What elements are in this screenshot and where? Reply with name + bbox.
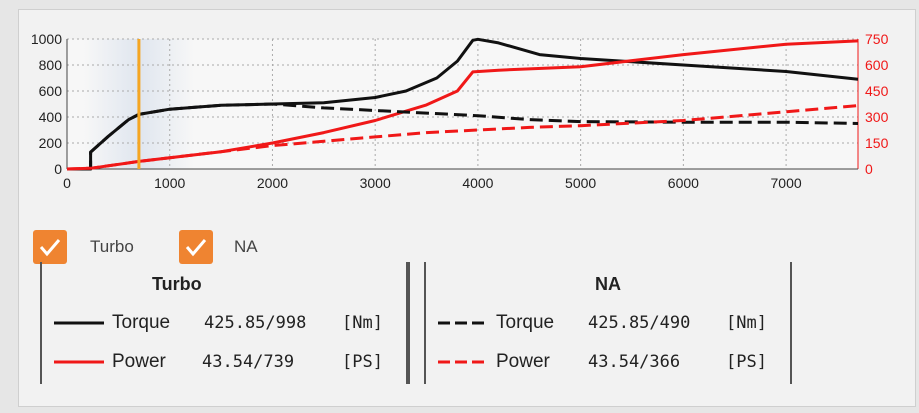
na-readout-table: NA Torque 425.85/490 [Nm] Power 43.54/36… (424, 262, 792, 384)
engine-curve-chart: 0 1000 2000 3000 4000 5000 6000 700002004006008… (31, 31, 888, 191)
turbo-power-unit: [PS] (342, 352, 383, 372)
x-tick-label: 5000 (565, 175, 596, 191)
torque-dashed-series-line (67, 102, 859, 171)
solid-red-line-icon (54, 360, 104, 364)
y-left-tick-label: 0 (54, 161, 62, 177)
power-dashed-series-line (66, 104, 859, 171)
na-power-unit: [PS] (726, 352, 767, 372)
y-right-tick-label: 0 (865, 161, 873, 177)
x-tick-label: 3000 (360, 175, 391, 191)
y-left-tick-label: 1000 (31, 31, 62, 47)
x-tick-label: 0 (63, 175, 71, 191)
y-left-tick-label: 600 (39, 83, 63, 99)
na-torque-label: Torque (496, 312, 555, 333)
y-right-tick-label: 750 (865, 31, 888, 47)
y-left-tick-label: 800 (39, 57, 63, 73)
na-torque-value: 425.85/490 (588, 313, 691, 333)
checkmark-icon (39, 239, 61, 257)
na-torque-unit: [Nm] (726, 313, 767, 333)
turbo-power-value: 43.54/739 (202, 352, 295, 372)
checkmark-icon (185, 239, 207, 257)
x-tick-label: 6000 (668, 175, 699, 191)
plot-area (67, 39, 858, 169)
dashed-red-line-icon (438, 360, 488, 364)
y-right-tick-label: 150 (865, 135, 888, 151)
solid-black-line-icon (54, 321, 104, 325)
x-tick-label: 2000 (257, 175, 288, 191)
turbo-torque-value: 425.85/998 (204, 313, 307, 333)
y-right-tick-label: 600 (865, 57, 888, 73)
x-tick-label: 4000 (462, 175, 493, 191)
y-right-tick-label: 300 (865, 109, 888, 125)
y-left-tick-label: 200 (39, 135, 63, 151)
turbo-table-title: Turbo (152, 274, 202, 294)
na-checkbox[interactable] (179, 230, 213, 264)
y-right-tick-label: 450 (865, 83, 888, 99)
na-checkbox-label: NA (234, 237, 258, 256)
turbo-torque-unit: [Nm] (342, 313, 383, 333)
dashed-black-line-icon (438, 321, 488, 325)
turbo-checkbox[interactable] (33, 230, 67, 264)
na-table-title: NA (595, 274, 621, 294)
na-power-value: 43.54/366 (588, 352, 681, 372)
turbo-readout-table: Turbo Torque 425.85/998 [Nm] Power 43.54… (40, 262, 410, 384)
x-tick-label: 1000 (154, 175, 185, 191)
x-tick-label: 7000 (771, 175, 802, 191)
turbo-power-label: Power (112, 351, 166, 372)
turbo-checkbox-label: Turbo (90, 237, 134, 256)
table-separator (406, 262, 408, 384)
y-left-tick-label: 400 (39, 109, 63, 125)
turbo-torque-label: Torque (112, 312, 171, 333)
na-power-label: Power (496, 351, 550, 372)
